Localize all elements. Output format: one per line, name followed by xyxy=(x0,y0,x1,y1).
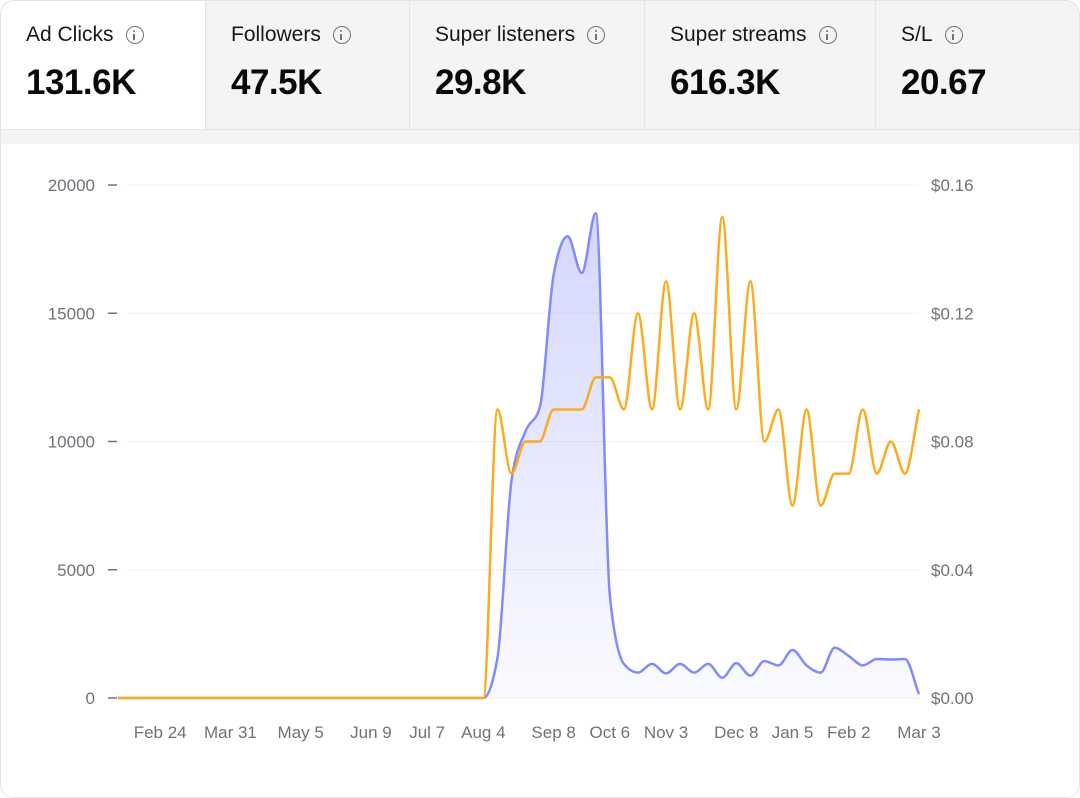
tab-sl[interactable]: S/L 20.67 xyxy=(875,1,1079,129)
divider xyxy=(1,130,1079,144)
x-tick-label: Feb 2 xyxy=(827,723,870,742)
left-tick-label: 10000 xyxy=(48,433,95,452)
x-tick-label: Oct 6 xyxy=(590,723,631,742)
right-tick-label: $0.04 xyxy=(931,561,974,580)
tab-value: 131.6K xyxy=(26,63,136,102)
tab-super-streams[interactable]: Super streams 616.3K xyxy=(644,1,875,129)
left-tick-label: 15000 xyxy=(48,304,95,323)
x-tick-label: Aug 4 xyxy=(461,723,505,742)
x-tick-label: Jan 5 xyxy=(772,723,814,742)
x-tick-label: Nov 3 xyxy=(644,723,688,742)
tab-label: Ad Clicks xyxy=(26,23,114,46)
right-tick-label: $0.08 xyxy=(931,433,974,452)
metric-tabs: Ad Clicks 131.6K Followers 47.5K Super l… xyxy=(1,1,1079,130)
left-tick-label: 20000 xyxy=(48,176,95,195)
tab-value: 47.5K xyxy=(231,63,322,102)
tab-value: 20.67 xyxy=(901,63,987,102)
right-tick-label: $0.16 xyxy=(931,176,974,195)
x-tick-label: Mar 31 xyxy=(204,723,257,742)
left-tick-label: 5000 xyxy=(57,561,95,580)
tab-label: Super streams xyxy=(670,23,807,46)
x-tick-label: May 5 xyxy=(278,723,324,742)
x-tick-label: Mar 3 xyxy=(897,723,940,742)
tab-ad-clicks[interactable]: Ad Clicks 131.6K xyxy=(1,1,205,129)
x-tick-label: Feb 24 xyxy=(134,723,187,742)
tab-super-listeners[interactable]: Super listeners 29.8K xyxy=(409,1,644,129)
series-line xyxy=(117,215,921,700)
info-icon[interactable] xyxy=(332,26,351,44)
tab-label: S/L xyxy=(901,23,933,46)
x-tick-label: Jun 9 xyxy=(350,723,392,742)
tab-label: Super listeners xyxy=(435,23,576,46)
info-icon[interactable] xyxy=(587,26,606,44)
info-icon[interactable] xyxy=(944,26,963,44)
info-icon[interactable] xyxy=(818,26,837,44)
x-tick-label: Jul 7 xyxy=(409,723,445,742)
tab-label: Followers xyxy=(231,23,321,46)
tab-value: 616.3K xyxy=(670,63,780,102)
x-tick-label: Sep 8 xyxy=(531,723,575,742)
tab-followers[interactable]: Followers 47.5K xyxy=(205,1,409,129)
right-tick-label: $0.12 xyxy=(931,304,974,323)
tab-value: 29.8K xyxy=(435,63,526,102)
left-tick-label: 0 xyxy=(86,689,95,708)
x-tick-label: Dec 8 xyxy=(714,723,758,742)
right-tick-label: $0.00 xyxy=(931,689,974,708)
info-icon[interactable] xyxy=(125,26,144,44)
